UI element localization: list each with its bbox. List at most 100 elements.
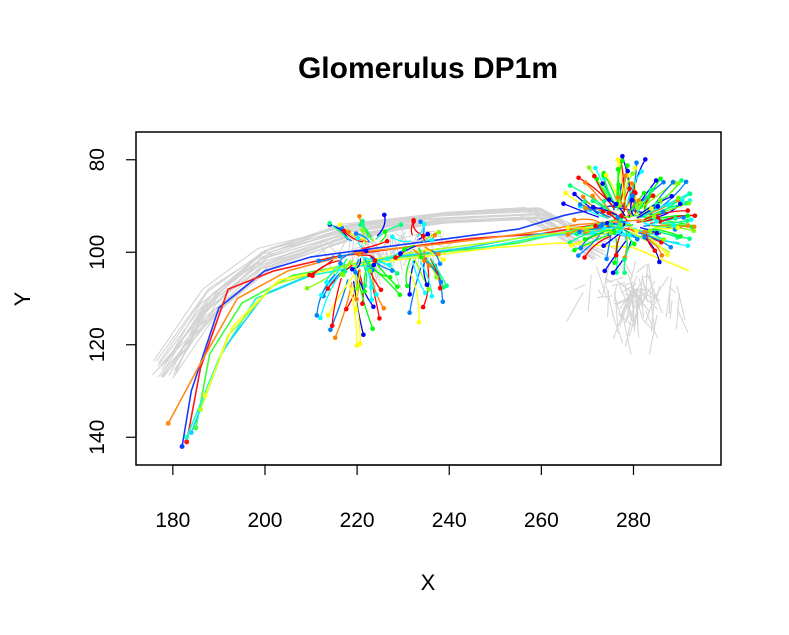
branch-endpoint [601, 243, 606, 249]
branch-endpoint [578, 245, 584, 251]
branch-endpoint [593, 223, 598, 229]
branch-line [579, 205, 608, 219]
background-branch [676, 308, 689, 333]
branch-endpoint [582, 255, 587, 260]
branch-endpoint [338, 261, 343, 266]
background-branch [624, 285, 631, 307]
branch-endpoint [685, 213, 691, 219]
branch-line [412, 260, 426, 294]
branch-line [584, 182, 610, 211]
x-tick-label: 260 [524, 509, 559, 532]
branch-endpoint [615, 195, 620, 200]
branch-endpoint [632, 241, 637, 247]
branch-endpoint [407, 310, 412, 316]
x-axis-label: X [421, 570, 436, 595]
branch-endpoint [679, 178, 684, 183]
branch-line [574, 193, 599, 215]
x-axis: 180 200 220 240 260 280 [155, 464, 651, 532]
branch-endpoint [669, 194, 675, 199]
branch-endpoint [576, 175, 581, 181]
background-branch [621, 281, 635, 286]
branch-endpoint [686, 201, 692, 206]
x-tick-label: 280 [616, 509, 651, 532]
branch-line [634, 168, 637, 205]
series-start-point [179, 444, 185, 449]
branch-line [408, 270, 420, 323]
branch-endpoint [353, 231, 359, 236]
branch-endpoint [654, 219, 660, 224]
background-branch [650, 276, 669, 304]
branch-endpoint [671, 223, 676, 228]
branch-endpoint [426, 263, 432, 269]
branch-endpoint [332, 335, 338, 341]
branch-endpoint [665, 202, 671, 208]
branch-endpoint [616, 158, 622, 164]
background-branch [587, 274, 592, 312]
branch-endpoint [657, 197, 663, 203]
series-start-point [193, 425, 199, 431]
branch-line [355, 264, 358, 289]
branch-endpoint [622, 257, 627, 262]
background-trace [156, 207, 610, 362]
branch-line [643, 209, 688, 221]
branch-endpoint [642, 235, 647, 240]
branch-endpoint [387, 275, 393, 280]
background-branch [371, 235, 388, 271]
branch-endpoint [622, 270, 627, 276]
branch-endpoint [616, 229, 622, 235]
branch-endpoint [584, 227, 589, 233]
branch-endpoint [354, 286, 360, 291]
branch-endpoint [370, 326, 376, 332]
background-branch [655, 285, 661, 304]
branch-endpoint [689, 217, 694, 222]
branch-endpoint [630, 193, 635, 198]
branch-endpoint [604, 220, 610, 226]
background-branch [573, 284, 586, 291]
branch-line [306, 264, 343, 289]
background-branch [615, 300, 619, 334]
branch-endpoint [642, 229, 647, 235]
branch-endpoint [381, 305, 387, 311]
branch-endpoint [660, 209, 666, 215]
branch-endpoint [635, 237, 640, 242]
branch-line [327, 273, 356, 316]
branch-endpoint [602, 268, 607, 274]
branch-endpoint [583, 205, 588, 211]
background-branch [619, 291, 634, 327]
branch-endpoint [436, 229, 442, 235]
background-branch [618, 283, 636, 323]
branch-endpoint [426, 287, 432, 292]
branch-line [355, 271, 374, 308]
y-tick-label: 140 [86, 420, 109, 455]
background-branch [675, 293, 680, 330]
branch-endpoint [625, 163, 630, 168]
branch-line [419, 261, 433, 297]
branch-line [661, 214, 695, 223]
branch-endpoint [444, 283, 450, 289]
branch-endpoint [657, 259, 662, 265]
branch-endpoint [357, 341, 363, 347]
background-branch [622, 314, 632, 355]
background-branch [648, 314, 658, 355]
series-start-point [197, 407, 203, 412]
branch-endpoint [659, 253, 665, 258]
branch-endpoint [580, 194, 586, 200]
branch-endpoint [582, 237, 588, 242]
branch-endpoint [641, 190, 647, 196]
branch-endpoint [385, 256, 390, 262]
branch-endpoint [324, 279, 329, 285]
branch-endpoint [360, 227, 366, 233]
branch-endpoint [357, 214, 362, 219]
branch-endpoint [629, 181, 635, 186]
branch-endpoint [569, 243, 574, 248]
background-branch [631, 288, 635, 326]
branch-line [429, 257, 448, 287]
branch-endpoint [652, 248, 658, 253]
x-tick-label: 220 [340, 509, 375, 532]
branch-endpoint [692, 213, 698, 219]
branch-endpoint [337, 222, 343, 228]
branch-endpoint [577, 229, 582, 235]
branch-endpoint [590, 230, 595, 236]
branch-endpoint [382, 229, 388, 235]
branch-endpoint [680, 197, 685, 203]
